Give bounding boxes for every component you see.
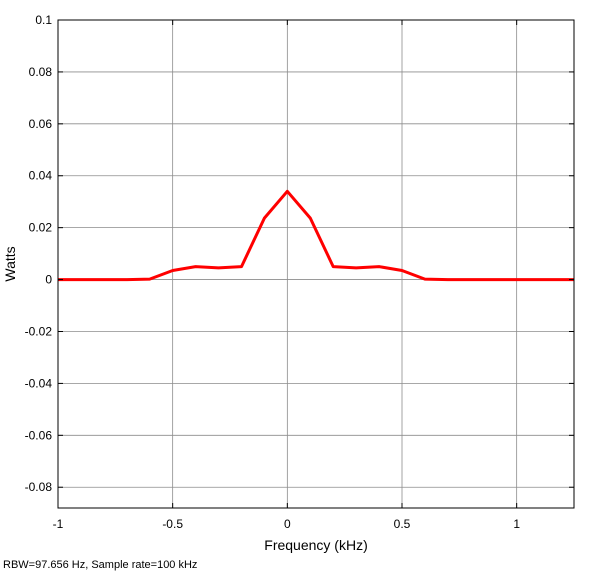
x-tick-label: 1 xyxy=(513,517,520,531)
x-tick-label: -0.5 xyxy=(162,517,183,531)
series-layer xyxy=(58,189,574,282)
y-tick-label: 0.08 xyxy=(29,65,53,79)
y-tick-labels: 0.1 0.08 0.06 0.04 0.02 0 -0.02 -0.04 -0.06 -0.08 xyxy=(25,13,53,494)
x-tick-label: 0 xyxy=(284,517,291,531)
grid-lines xyxy=(57,19,574,508)
tick-marks xyxy=(57,19,574,508)
y-tick-label: 0.04 xyxy=(29,169,53,183)
x-tick-label: 0.5 xyxy=(394,517,411,531)
y-tick-label: -0.06 xyxy=(25,428,53,442)
y-tick-label: 0.02 xyxy=(29,221,53,235)
x-tick-labels: -1 -0.5 0 0.5 1 xyxy=(53,517,521,531)
y-tick-label: 0.1 xyxy=(35,13,52,27)
y-tick-label: -0.02 xyxy=(25,324,53,338)
y-tick-label: 0.06 xyxy=(29,117,53,131)
x-tick-label: -1 xyxy=(53,517,64,531)
y-tick-label: -0.04 xyxy=(25,376,53,390)
y-tick-label: 0 xyxy=(45,273,52,287)
plot-frame xyxy=(57,19,575,509)
y-axis-label: Watts xyxy=(2,246,18,281)
footer-note: RBW=97.656 Hz, Sample rate=100 kHz xyxy=(3,559,198,571)
x-axis-label: Frequency (kHz) xyxy=(264,537,367,553)
series-line xyxy=(58,189,574,282)
y-tick-label: -0.08 xyxy=(25,480,53,494)
